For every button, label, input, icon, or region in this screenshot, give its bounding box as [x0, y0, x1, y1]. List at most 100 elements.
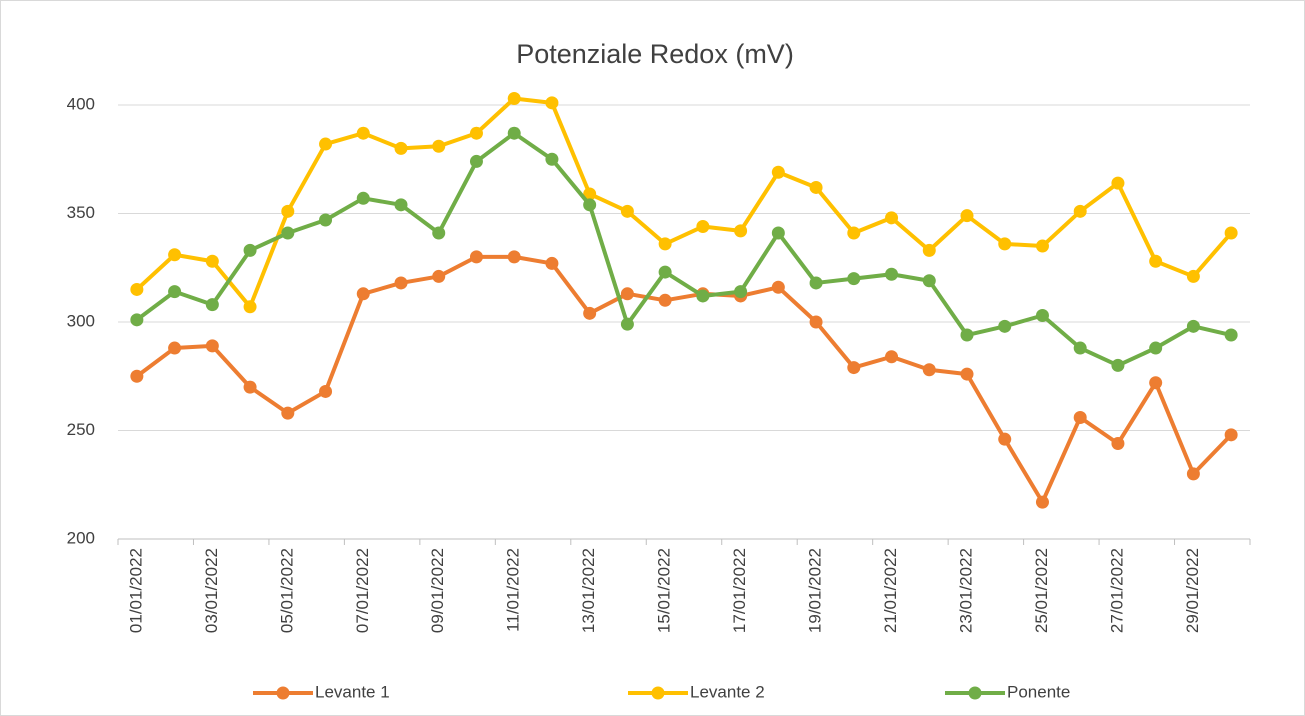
legend-marker — [651, 686, 665, 700]
data-point — [847, 361, 861, 375]
data-point — [885, 350, 899, 364]
data-point — [1224, 328, 1238, 342]
data-point — [583, 187, 597, 201]
data-point — [771, 165, 785, 179]
data-point — [771, 280, 785, 294]
data-point — [130, 282, 144, 296]
data-point — [1035, 308, 1049, 322]
data-point — [545, 152, 559, 166]
data-point — [281, 406, 295, 420]
data-point — [998, 432, 1012, 446]
data-point — [960, 367, 974, 381]
data-point — [469, 250, 483, 264]
x-tick-label: 01/01/2022 — [126, 548, 145, 633]
data-point — [545, 256, 559, 270]
data-point — [356, 126, 370, 140]
x-tick-label: 03/01/2022 — [202, 548, 221, 633]
y-tick-label: 250 — [67, 420, 95, 439]
data-point — [394, 198, 408, 212]
data-point — [1111, 437, 1125, 451]
data-point — [809, 276, 823, 290]
data-point — [205, 339, 219, 353]
data-point — [545, 96, 559, 110]
data-point — [1186, 467, 1200, 481]
data-point — [658, 237, 672, 251]
data-point — [1186, 269, 1200, 283]
data-point — [1073, 410, 1087, 424]
series-line — [135, 96, 1233, 309]
x-tick-label: 07/01/2022 — [353, 548, 372, 633]
data-point — [658, 293, 672, 307]
data-point — [885, 211, 899, 225]
x-tick-label: 05/01/2022 — [277, 548, 296, 633]
data-point — [1224, 428, 1238, 442]
data-point — [205, 254, 219, 268]
data-point — [1073, 204, 1087, 218]
series-line — [135, 254, 1233, 505]
data-point — [130, 313, 144, 327]
data-point — [205, 298, 219, 312]
x-tick-label: 19/01/2022 — [806, 548, 825, 633]
legend-label: Levante 2 — [690, 682, 765, 701]
data-point — [998, 237, 1012, 251]
data-point — [1035, 239, 1049, 253]
data-point — [168, 285, 182, 299]
data-point — [696, 289, 710, 303]
legend-label: Levante 1 — [315, 682, 390, 701]
data-point — [1186, 319, 1200, 333]
data-point — [922, 274, 936, 288]
chart-title: Potenziale Redox (mV) — [516, 39, 794, 69]
y-tick-label: 200 — [67, 528, 95, 547]
data-point — [168, 341, 182, 355]
data-point — [658, 265, 672, 279]
x-tick-label: 11/01/2022 — [504, 548, 523, 632]
data-point — [620, 317, 634, 331]
data-point — [998, 319, 1012, 333]
x-tick-label: 09/01/2022 — [428, 548, 447, 633]
x-tick-label: 15/01/2022 — [655, 548, 674, 633]
x-tick-label: 23/01/2022 — [956, 548, 975, 633]
data-point — [734, 285, 748, 299]
data-point — [243, 243, 257, 257]
data-point — [1224, 226, 1238, 240]
y-tick-label: 300 — [67, 311, 95, 330]
data-point — [432, 226, 446, 240]
data-point — [394, 141, 408, 155]
data-point — [620, 204, 634, 218]
data-point — [960, 209, 974, 223]
data-point — [1073, 341, 1087, 355]
data-point — [771, 226, 785, 240]
y-tick-label: 350 — [67, 203, 95, 222]
data-point — [885, 267, 899, 281]
data-point — [356, 287, 370, 301]
data-point — [319, 384, 333, 398]
data-point — [1149, 376, 1163, 390]
data-point — [696, 220, 710, 234]
data-point — [507, 91, 521, 105]
legend-marker — [968, 686, 982, 700]
data-point — [319, 213, 333, 227]
data-point — [394, 276, 408, 290]
x-tick-label: 13/01/2022 — [579, 548, 598, 633]
data-point — [1111, 358, 1125, 372]
data-point — [243, 380, 257, 394]
data-point — [319, 137, 333, 151]
x-tick-label: 21/01/2022 — [881, 548, 900, 633]
data-point — [469, 154, 483, 168]
data-point — [922, 243, 936, 257]
data-point — [168, 248, 182, 262]
data-point — [432, 139, 446, 153]
data-point — [507, 126, 521, 140]
data-point — [130, 369, 144, 383]
data-point — [281, 204, 295, 218]
x-tick-label: 27/01/2022 — [1107, 548, 1126, 633]
data-point — [1149, 254, 1163, 268]
x-tick-label: 25/01/2022 — [1032, 548, 1051, 633]
x-tick-label: 29/01/2022 — [1183, 548, 1202, 633]
data-point — [734, 224, 748, 238]
data-point — [281, 226, 295, 240]
data-point — [583, 198, 597, 212]
data-point — [1149, 341, 1163, 355]
